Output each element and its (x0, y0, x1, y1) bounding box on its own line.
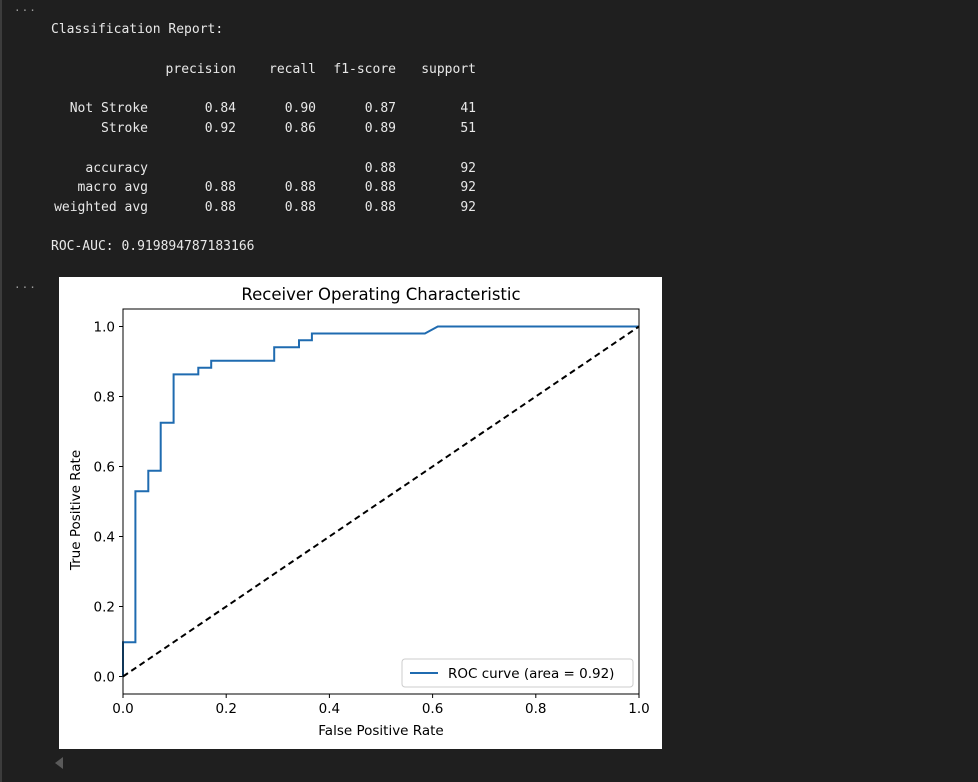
summary-f1: 0.88 (364, 200, 396, 215)
x-tick-label: 1.0 (628, 701, 649, 717)
y-axis-label: True Positive Rate (68, 450, 84, 571)
summary-f1: 0.88 (364, 180, 396, 195)
summary-support: 92 (460, 180, 476, 195)
x-tick-label: 0.0 (112, 701, 133, 717)
header-f1-score: f1-score (333, 62, 396, 77)
header-support: support (421, 62, 476, 77)
header-recall: recall (269, 62, 316, 77)
legend-box (401, 658, 634, 688)
row-label: Stroke (101, 121, 148, 136)
output-collapse-marker[interactable]: ... (14, 278, 37, 291)
row-support: 41 (460, 101, 476, 116)
row-label: Not Stroke (69, 101, 148, 116)
header-precision: precision (165, 62, 236, 77)
y-tick-label: 0.6 (94, 460, 115, 476)
roc-auc-value: ROC-AUC: 0.919894787183166 (51, 239, 255, 254)
summary-precision: 0.88 (204, 200, 236, 215)
output-area-border (0, 0, 2, 782)
report-title: Classification Report: (51, 22, 224, 37)
summary-f1: 0.88 (364, 161, 396, 176)
summary-precision: 0.88 (204, 180, 236, 195)
roc-curve-line (122, 325, 639, 677)
legend: ROC curve (area = 0.92) (401, 658, 634, 688)
legend-label: ROC curve (area = 0.92) (448, 666, 614, 682)
summary-label: accuracy (85, 161, 148, 176)
y-tick-label: 0.0 (94, 670, 115, 686)
chance-diagonal-line (122, 325, 640, 678)
row-f1: 0.87 (364, 101, 396, 116)
y-tick-label: 1.0 (94, 320, 115, 336)
x-tick-label: 0.2 (215, 701, 236, 717)
roc-plot-image: Receiver Operating Characteristic True P… (59, 277, 662, 749)
roc-chart: Receiver Operating Characteristic True P… (68, 285, 650, 739)
row-f1: 0.89 (364, 121, 396, 136)
scroll-left-arrow[interactable] (55, 757, 63, 769)
y-tick-label: 0.8 (94, 390, 115, 406)
row-recall: 0.90 (284, 101, 316, 116)
y-tick-label: 0.4 (94, 530, 115, 546)
x-tick-label: 0.6 (422, 701, 443, 717)
summary-label: weighted avg (54, 200, 148, 215)
output-collapse-marker[interactable]: ... (14, 1, 37, 14)
summary-recall: 0.88 (284, 200, 316, 215)
x-tick-label: 0.4 (319, 701, 340, 717)
row-recall: 0.86 (284, 121, 316, 136)
x-tick-label: 0.8 (525, 701, 546, 717)
summary-label: macro avg (77, 180, 148, 195)
plot-frame (122, 308, 640, 695)
summary-support: 92 (460, 200, 476, 215)
row-precision: 0.92 (204, 121, 236, 136)
y-tick-label: 0.2 (94, 600, 115, 616)
chart-title: Receiver Operating Characteristic (241, 285, 520, 304)
x-axis-label: False Positive Rate (318, 723, 443, 739)
row-support: 51 (460, 121, 476, 136)
summary-recall: 0.88 (284, 180, 316, 195)
row-precision: 0.84 (204, 101, 236, 116)
summary-support: 92 (460, 161, 476, 176)
